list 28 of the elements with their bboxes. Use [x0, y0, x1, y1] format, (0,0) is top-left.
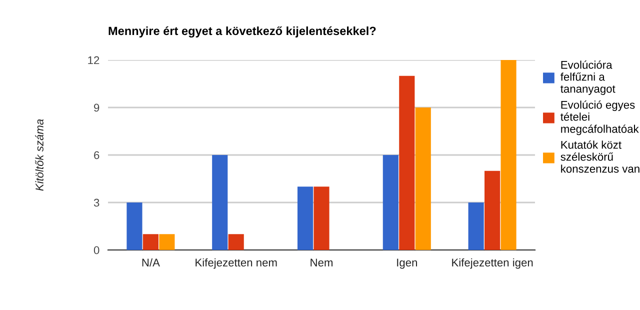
- bar: [399, 76, 415, 250]
- y-tick-label: 12: [88, 56, 100, 64]
- bar: [142, 234, 158, 250]
- bar: [415, 108, 431, 250]
- x-tick-label: Kifejezetten igen: [452, 258, 533, 269]
- y-tick-label: 3: [94, 198, 100, 207]
- bar: [212, 155, 228, 250]
- legend-label: Evolúcióra felfűzni a tananyagot: [560, 60, 616, 95]
- bar: [500, 60, 516, 250]
- x-tick-label: Igen: [397, 258, 417, 269]
- chart-title: Mennyire ért egyet a következő kijelentésekkel?: [108, 26, 376, 38]
- bar: [159, 234, 175, 250]
- bar: [126, 202, 142, 250]
- legend-label: Kutatók közt széleskörű konszenzus van: [560, 140, 640, 173]
- y-axis-title: Kitöltők száma: [35, 119, 44, 191]
- y-tick-label: 9: [94, 104, 100, 112]
- bar: [297, 186, 314, 250]
- y-tick-label: 6: [94, 151, 100, 160]
- bar: [228, 234, 244, 250]
- y-tick-label: 0: [94, 246, 100, 254]
- bar: [314, 186, 330, 250]
- x-tick-label: Kifejezetten nem: [196, 258, 277, 269]
- x-tick-label: N/A: [142, 258, 160, 266]
- bar: [468, 202, 484, 250]
- bar: [484, 170, 500, 250]
- legend-label: Evolúció egyes tételei megcáfolhatóak: [560, 100, 639, 136]
- bar: [382, 155, 398, 250]
- x-tick-label: Nem: [310, 258, 332, 266]
